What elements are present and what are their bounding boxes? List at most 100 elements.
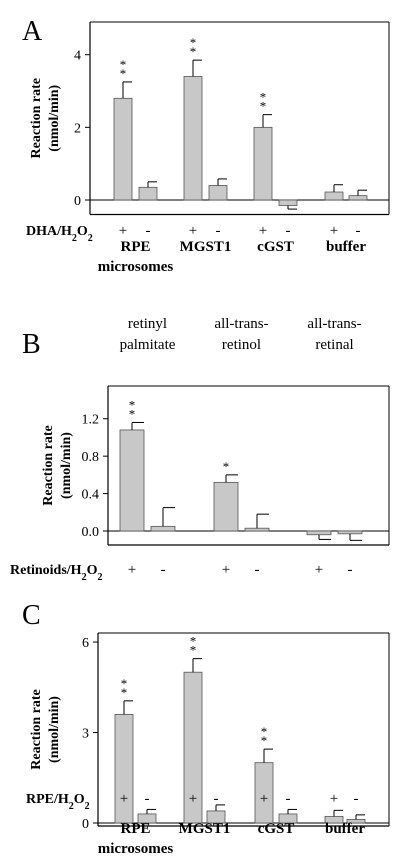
y-tick-label: 0 [74,194,81,209]
panel-c-plot: 036**+ -**+ -**+ - + -RPE/H2O2RPEmicrosomesMG… [26,632,390,857]
condition-mark: - [354,791,359,807]
y-tick-label: 1.2 [82,413,100,428]
condition-label: RPE/H2O2 [26,792,90,812]
group-label: cGST [258,821,295,837]
condition-mark: - [286,791,291,807]
significance-mark: * [261,724,268,739]
y-tick-label: 0 [82,817,89,832]
significance-mark: * [120,57,127,72]
bar [337,530,363,535]
group-label: retinol [222,337,261,353]
condition-mark: - [286,223,291,239]
ylabel-line-2: (nmol/min) [59,432,74,499]
bar [213,481,239,532]
condition-mark: - [356,223,361,239]
significance-mark: * [121,685,128,700]
significance-mark: * [190,643,197,658]
panel-b: B Reaction rate (nmol/min) 0.00.40.81.2**… [10,316,390,583]
y-tick-label: 3 [82,727,89,742]
significance-mark: * [261,733,268,748]
panel-b-label: B [22,329,41,360]
group-label: palmitate [120,337,176,353]
panel-a-ylabel: Reaction rate (nmol/min) [29,78,62,158]
panel-a-label: A [22,16,43,47]
group-label: buffer [326,239,366,255]
condition-mark: - [214,791,219,807]
condition-mark: - [145,791,150,807]
significance-mark: * [120,66,127,81]
bar [119,429,145,532]
y-tick-label: 0.0 [82,525,100,540]
group-label: retinal [315,337,353,353]
panel-a-plot: 024**+ -**+ -**+ - + -DHA/H2O2RPEmicrosomesMG… [26,21,390,275]
condition-mark: + [330,223,338,239]
significance-mark: * [190,634,197,649]
bar [253,126,273,201]
group-label: all‑trans‑ [214,316,268,332]
panel-c: C Reaction rate (nmol/min) 036**+ -**+ -**+… [22,600,390,857]
condition-mark: + [119,223,127,239]
ylabel-line-2: (nmol/min) [47,84,62,151]
ylabel-rotated: Reaction rate (nmol/min) [29,689,62,769]
group-label: retinyl [128,316,167,332]
group-label: buffer [325,821,365,837]
y-tick-label: 2 [74,121,81,136]
significance-mark: * [129,406,136,421]
ylabel-rotated: Reaction rate (nmol/min) [41,425,74,505]
condition-mark: - [216,223,221,239]
bar [348,195,368,201]
panel-a: A Reaction rate (nmol/min) 024**+ -**+ -**+… [22,16,390,275]
bar [208,185,228,201]
significance-mark: * [223,459,230,474]
panel-c-label: C [22,600,41,631]
condition-mark: - [348,562,353,578]
y-tick-label: 4 [74,49,81,64]
condition-label: DHA/H2O2 [26,224,93,244]
ylabel-line-1: Reaction rate [29,78,44,158]
significance-mark: * [260,99,267,114]
group-label: RPE [121,821,151,837]
bar [150,525,176,532]
bar [183,76,203,201]
group-label: microsomes [98,841,174,857]
condition-mark: + [128,562,136,578]
ylabel-line-2: (nmol/min) [47,696,62,763]
bar [278,199,298,206]
condition-mark: - [146,223,151,239]
ylabel-rotated: Reaction rate (nmol/min) [29,78,62,158]
bar [324,191,344,201]
condition-mark: - [161,562,166,578]
condition-mark: + [120,791,128,807]
ylabel-line-1: Reaction rate [29,689,44,769]
condition-mark: + [259,223,267,239]
condition-mark: + [222,562,230,578]
significance-mark: * [190,35,197,50]
significance-mark: * [190,44,197,59]
group-label: microsomes [98,259,174,275]
significance-mark: * [260,90,267,105]
bar [113,97,133,201]
condition-mark: + [315,562,323,578]
y-tick-label: 0.4 [82,488,100,503]
condition-mark: + [330,791,338,807]
condition-mark: + [189,791,197,807]
ylabel-line-1: Reaction rate [41,425,56,505]
condition-mark: - [255,562,260,578]
bar [306,530,332,536]
group-label: MGST1 [179,821,231,837]
significance-mark: * [129,397,136,412]
condition-mark: + [260,791,268,807]
bar [244,527,270,532]
condition-label: Retinoids/H2O2 [10,563,102,583]
panel-c-ylabel: Reaction rate (nmol/min) [29,689,62,769]
group-label: MGST1 [180,239,232,255]
bar [138,186,158,201]
group-label: cGST [257,239,294,255]
group-label: all‑trans‑ [307,316,361,332]
group-label: RPE [121,239,151,255]
panel-b-plot: 0.00.40.81.2**+ -*+ - + -Retinoids/H2O2retin… [10,316,390,583]
y-tick-label: 0.8 [82,450,100,465]
panel-b-ylabel: Reaction rate (nmol/min) [41,425,74,505]
significance-mark: * [121,676,128,691]
